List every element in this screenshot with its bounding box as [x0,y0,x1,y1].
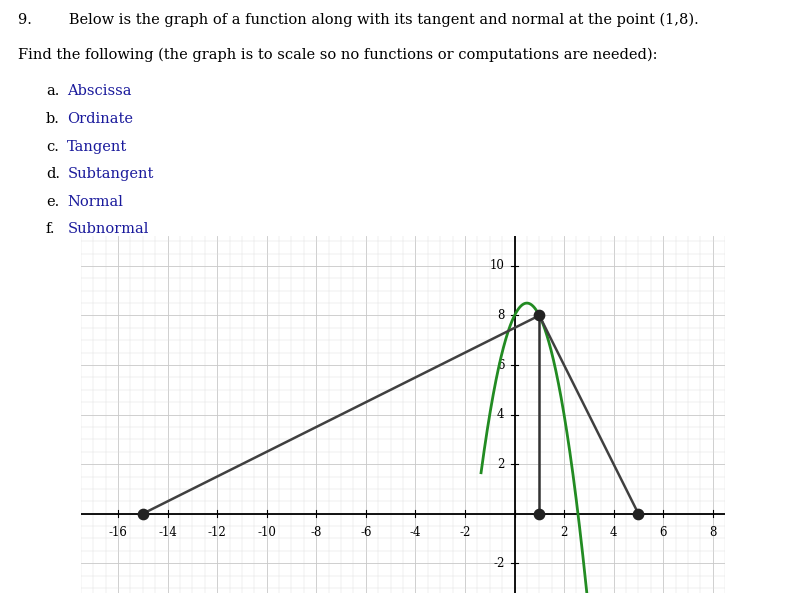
Point [136,509,149,519]
Text: 6: 6 [659,526,667,539]
Text: 2: 2 [560,526,567,539]
Text: d.: d. [46,167,60,181]
Text: -12: -12 [208,526,226,539]
Point [533,509,546,519]
Text: Subtangent: Subtangent [68,167,154,181]
Text: Subnormal: Subnormal [68,222,148,237]
Text: -14: -14 [158,526,177,539]
Text: b.: b. [46,112,60,126]
Text: -16: -16 [109,526,127,539]
Text: 4: 4 [610,526,617,539]
Text: 2: 2 [497,458,505,471]
Text: 6: 6 [497,359,505,371]
Text: -10: -10 [257,526,276,539]
Text: e.: e. [46,195,59,209]
Text: -2: -2 [459,526,471,539]
Text: Normal: Normal [68,195,123,209]
Text: 8: 8 [497,309,505,322]
Text: Tangent: Tangent [68,140,127,153]
Text: Ordinate: Ordinate [68,112,133,126]
Text: c.: c. [46,140,59,153]
Text: 10: 10 [490,259,505,273]
Text: f.: f. [46,222,56,237]
Text: 9.        Below is the graph of a function along with its tangent and normal at : 9. Below is the graph of a function alon… [18,13,698,28]
Point [632,509,645,519]
Text: -8: -8 [310,526,322,539]
Text: 4: 4 [497,408,505,421]
Text: Find the following (the graph is to scale so no functions or computations are ne: Find the following (the graph is to scal… [18,47,657,62]
Text: Abscissa: Abscissa [68,84,132,98]
Point [533,311,546,320]
Text: -4: -4 [409,526,422,539]
Text: a.: a. [46,84,60,98]
Text: -6: -6 [360,526,372,539]
Text: -2: -2 [493,557,505,570]
Text: 8: 8 [709,526,717,539]
